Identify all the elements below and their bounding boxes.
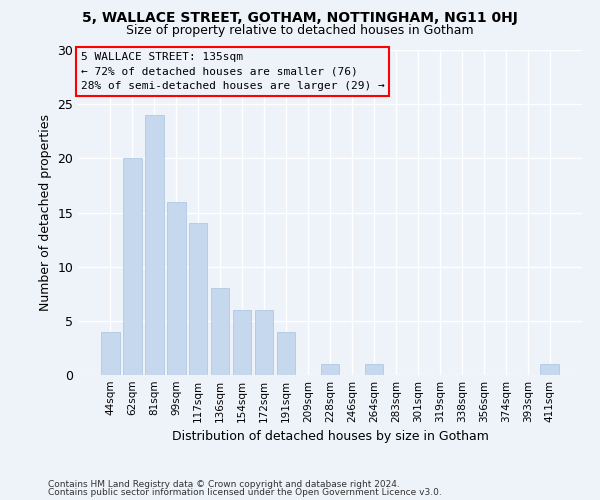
Bar [320, 364, 340, 375]
Bar [145, 115, 164, 375]
Text: Size of property relative to detached houses in Gotham: Size of property relative to detached ho… [126, 24, 474, 37]
Bar [365, 364, 383, 375]
Bar [123, 158, 142, 375]
Y-axis label: Number of detached properties: Number of detached properties [39, 114, 52, 311]
Bar [541, 364, 559, 375]
Bar [101, 332, 119, 375]
Bar [189, 224, 208, 375]
Text: Contains public sector information licensed under the Open Government Licence v3: Contains public sector information licen… [48, 488, 442, 497]
Bar [277, 332, 295, 375]
X-axis label: Distribution of detached houses by size in Gotham: Distribution of detached houses by size … [172, 430, 488, 444]
Bar [233, 310, 251, 375]
Text: 5 WALLACE STREET: 135sqm
← 72% of detached houses are smaller (76)
28% of semi-d: 5 WALLACE STREET: 135sqm ← 72% of detach… [80, 52, 384, 91]
Text: 5, WALLACE STREET, GOTHAM, NOTTINGHAM, NG11 0HJ: 5, WALLACE STREET, GOTHAM, NOTTINGHAM, N… [82, 11, 518, 25]
Bar [211, 288, 229, 375]
Text: Contains HM Land Registry data © Crown copyright and database right 2024.: Contains HM Land Registry data © Crown c… [48, 480, 400, 489]
Bar [167, 202, 185, 375]
Bar [255, 310, 274, 375]
